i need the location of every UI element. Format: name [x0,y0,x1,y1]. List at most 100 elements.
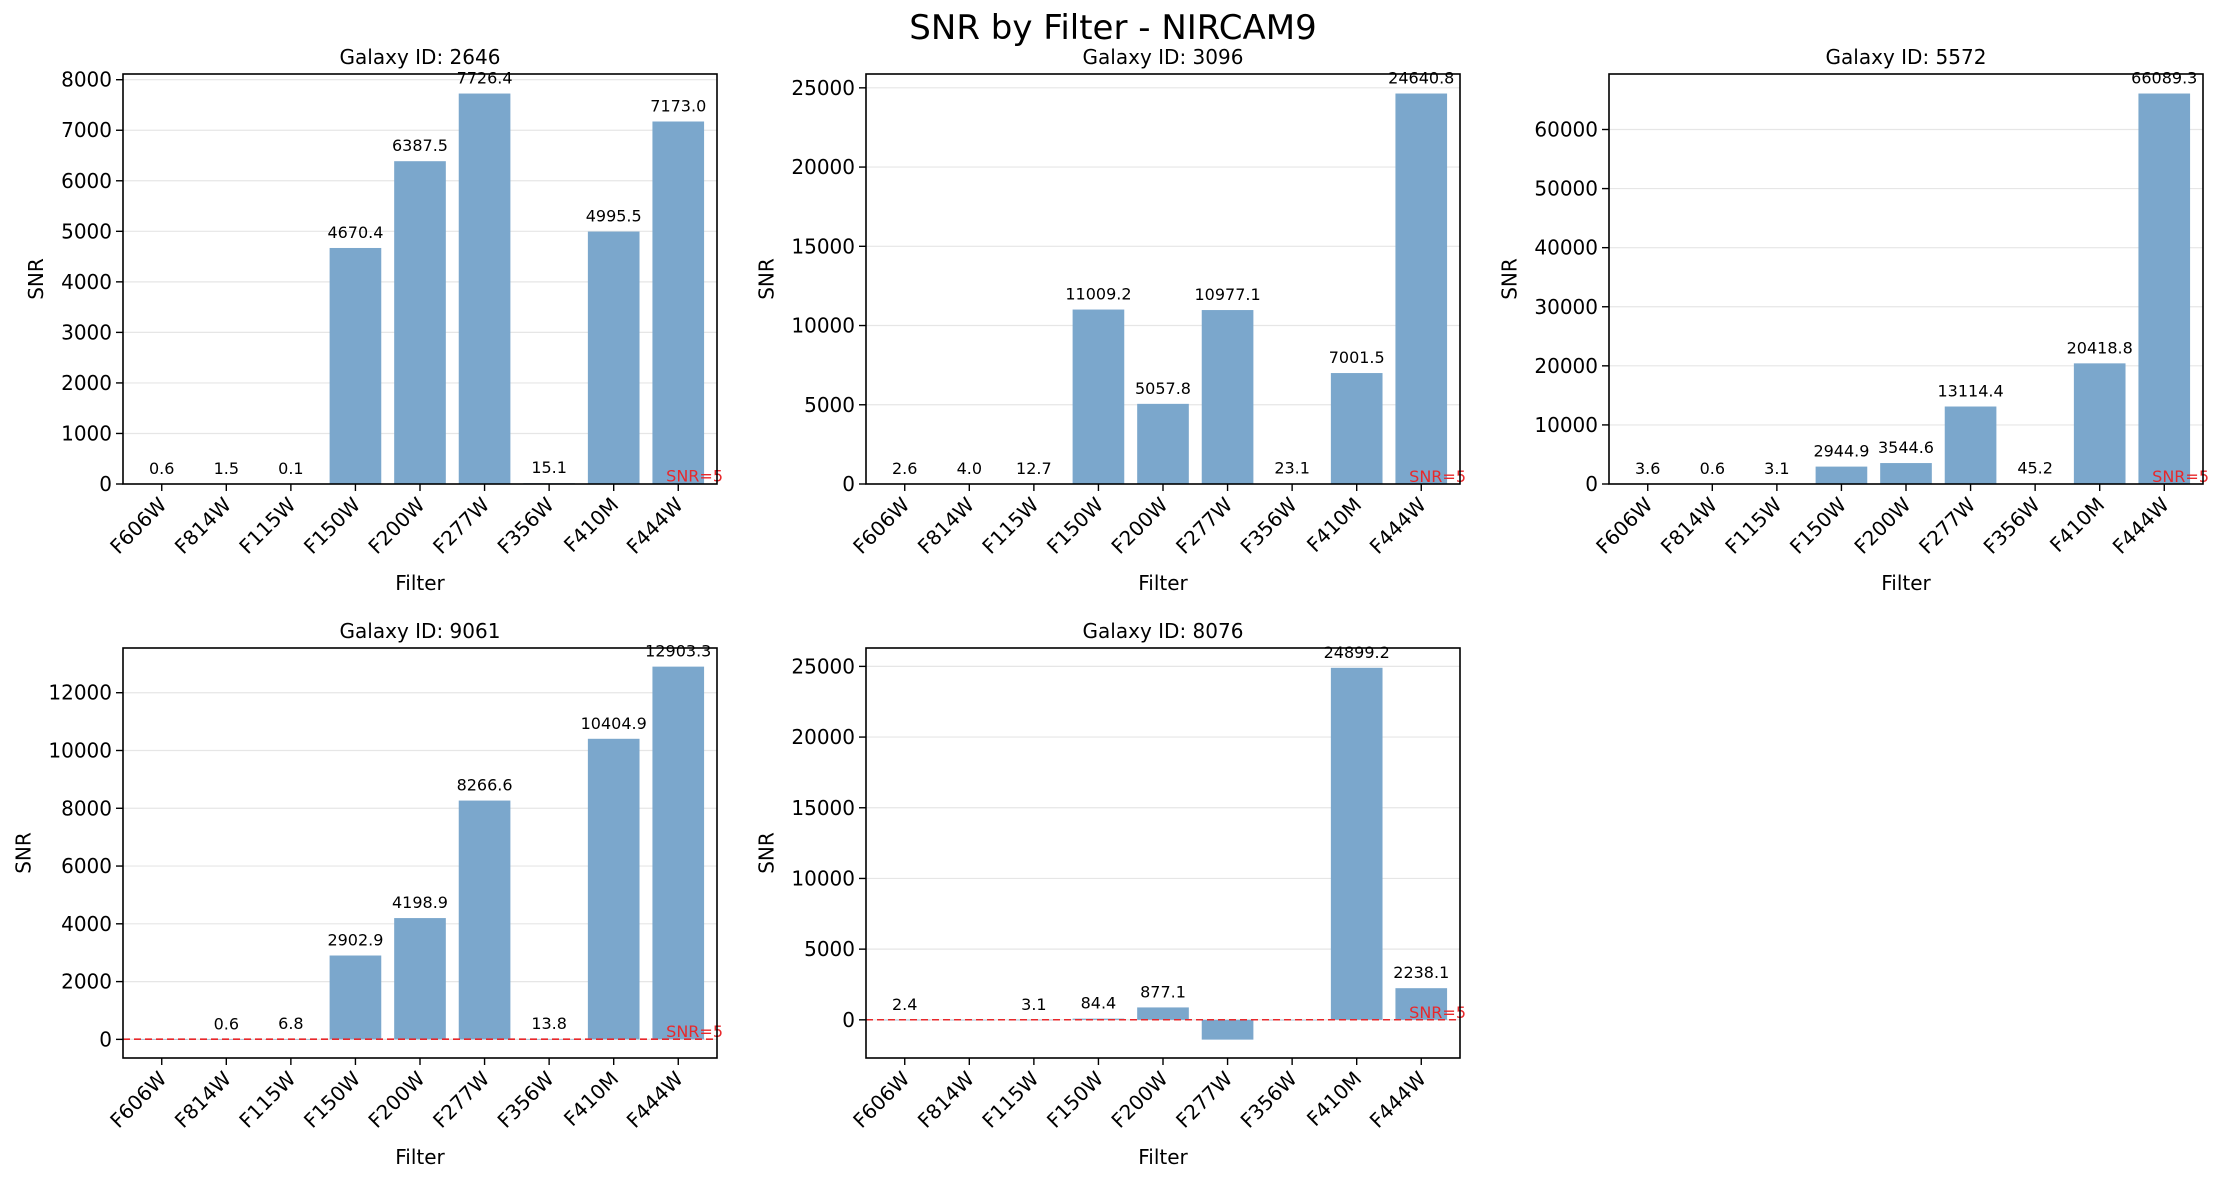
x-tick-label: F200W [1106,492,1172,558]
data-label: 4.0 [957,459,982,478]
y-tick-label: 0 [1585,472,1598,496]
bar-f150w [329,247,382,484]
y-tick-label: 3000 [61,320,112,344]
data-label: 12903.3 [645,642,711,661]
x-tick-label: F444W [622,1066,688,1132]
x-tick-label: F444W [1365,492,1431,558]
data-label: 0.6 [214,1014,239,1033]
panel-title: Galaxy ID: 5572 [1826,45,1987,69]
bar-f150w [329,955,382,1040]
threshold-label: SNR=5 [666,1022,723,1041]
x-tick-label: F444W [2108,492,2174,558]
data-label: 7173.0 [650,97,706,116]
chart-panel-2: 2.6 4.0 12.7 11009.2 5057.8 10977.1 23.1 7001.5… [755,45,1467,595]
y-tick-label: 50000 [1534,177,1598,201]
y-tick-label: 5000 [61,219,112,243]
x-tick-label: F356W [493,492,559,558]
x-tick-label: F200W [363,1066,429,1132]
y-tick-label: 15000 [791,796,855,820]
data-label: 877.1 [1140,982,1186,1001]
y-tick-label: 15000 [791,234,855,258]
y-tick-label: 60000 [1534,118,1598,142]
bar-f277w [458,93,511,484]
y-axis-label: SNR [755,258,779,300]
data-label: 2.4 [892,995,917,1014]
x-axis-label: Filter [1881,571,1931,595]
y-tick-label: 10000 [791,866,855,890]
y-tick-label: 0 [842,1008,855,1032]
data-label: 4198.9 [392,893,448,912]
x-tick-label: F150W [1042,492,1108,558]
y-tick-label: 8000 [61,68,112,92]
data-label: 2944.9 [1813,442,1869,461]
data-label: 5057.8 [1135,379,1191,398]
y-tick-label: 6000 [61,854,112,878]
x-tick-label: F814W [913,492,979,558]
data-label: 0.6 [1700,459,1725,478]
bar-f356w [523,1038,575,1040]
y-tick-label: 20000 [1534,354,1598,378]
data-label: 20418.8 [2067,338,2133,357]
data-label: 7726.4 [457,69,513,88]
y-tick-label: 5000 [804,937,855,961]
x-tick-label: F115W [1720,492,1786,558]
y-tick-label: 2000 [61,371,112,395]
y-axis-label: SNR [12,832,36,874]
data-label: 24899.2 [1324,643,1390,662]
x-tick-label: F200W [363,492,429,558]
bar-f200w [1137,1007,1189,1020]
y-tick-label: 1000 [61,421,112,445]
data-label: 66089.3 [2131,69,2197,88]
x-tick-label: F115W [977,1066,1043,1132]
data-label: 15.1 [531,458,567,477]
y-tick-label: 30000 [1534,295,1598,319]
data-label: 10404.9 [581,714,647,733]
x-tick-label: F277W [428,492,494,558]
data-label: 24640.8 [1388,69,1454,88]
figure-title: SNR by Filter - NIRCAM9 [909,8,1317,48]
x-tick-label: F814W [913,1066,979,1132]
chart-panel-4: 0.6 6.8 2902.9 4198.9 8266.6 13.8 10404.9 12903… [12,619,724,1169]
y-tick-label: 0 [99,1027,112,1051]
x-tick-label: F606W [1591,492,1657,558]
y-tick-label: 20000 [791,725,855,749]
x-tick-label: F814W [170,492,236,558]
data-label: 3.1 [1021,995,1046,1014]
x-axis-label: Filter [395,1145,445,1169]
data-label: 6.8 [278,1014,303,1033]
x-tick-label: F115W [234,1066,300,1132]
data-label: 4670.4 [327,223,383,242]
data-label: 8266.6 [457,776,513,795]
data-label: 10977.1 [1194,285,1260,304]
x-tick-label: F814W [170,1066,236,1132]
data-label: 23.1 [1274,459,1310,478]
data-label: 84.4 [1081,994,1117,1013]
bar-f444w [1395,988,1448,1020]
y-axis-label: SNR [24,258,48,300]
bar-f356w [1266,1019,1318,1021]
bar-f444w [1395,93,1448,485]
bar-f200w [1880,463,1932,484]
panel-title: Galaxy ID: 2646 [340,45,501,69]
data-label: 2238.1 [1393,963,1449,982]
threshold-label: SNR=5 [1409,467,1466,486]
x-tick-label: F115W [234,492,300,558]
x-tick-label: F814W [1656,492,1722,558]
data-label: 3.6 [1635,459,1660,478]
x-tick-label: F277W [1171,492,1237,558]
y-tick-label: 4000 [61,270,112,294]
panel-title: Galaxy ID: 3096 [1083,45,1244,69]
x-tick-label: F150W [1785,492,1851,558]
y-tick-label: 10000 [48,738,112,762]
data-label: 11009.2 [1065,285,1131,304]
bar-f277w [458,800,511,1040]
x-tick-label: F356W [493,1066,559,1132]
x-tick-label: F356W [1236,492,1302,558]
x-tick-label: F277W [1914,492,1980,558]
x-tick-label: F606W [105,1066,171,1132]
chart-panel-5: 2.4 3.1 84.4 877.1 24899.2 2238.1 SNR=5 0 5000 10… [755,619,1467,1169]
y-tick-label: 8000 [61,796,112,820]
bar-f410m [587,231,640,484]
bar-f200w [394,918,446,1040]
